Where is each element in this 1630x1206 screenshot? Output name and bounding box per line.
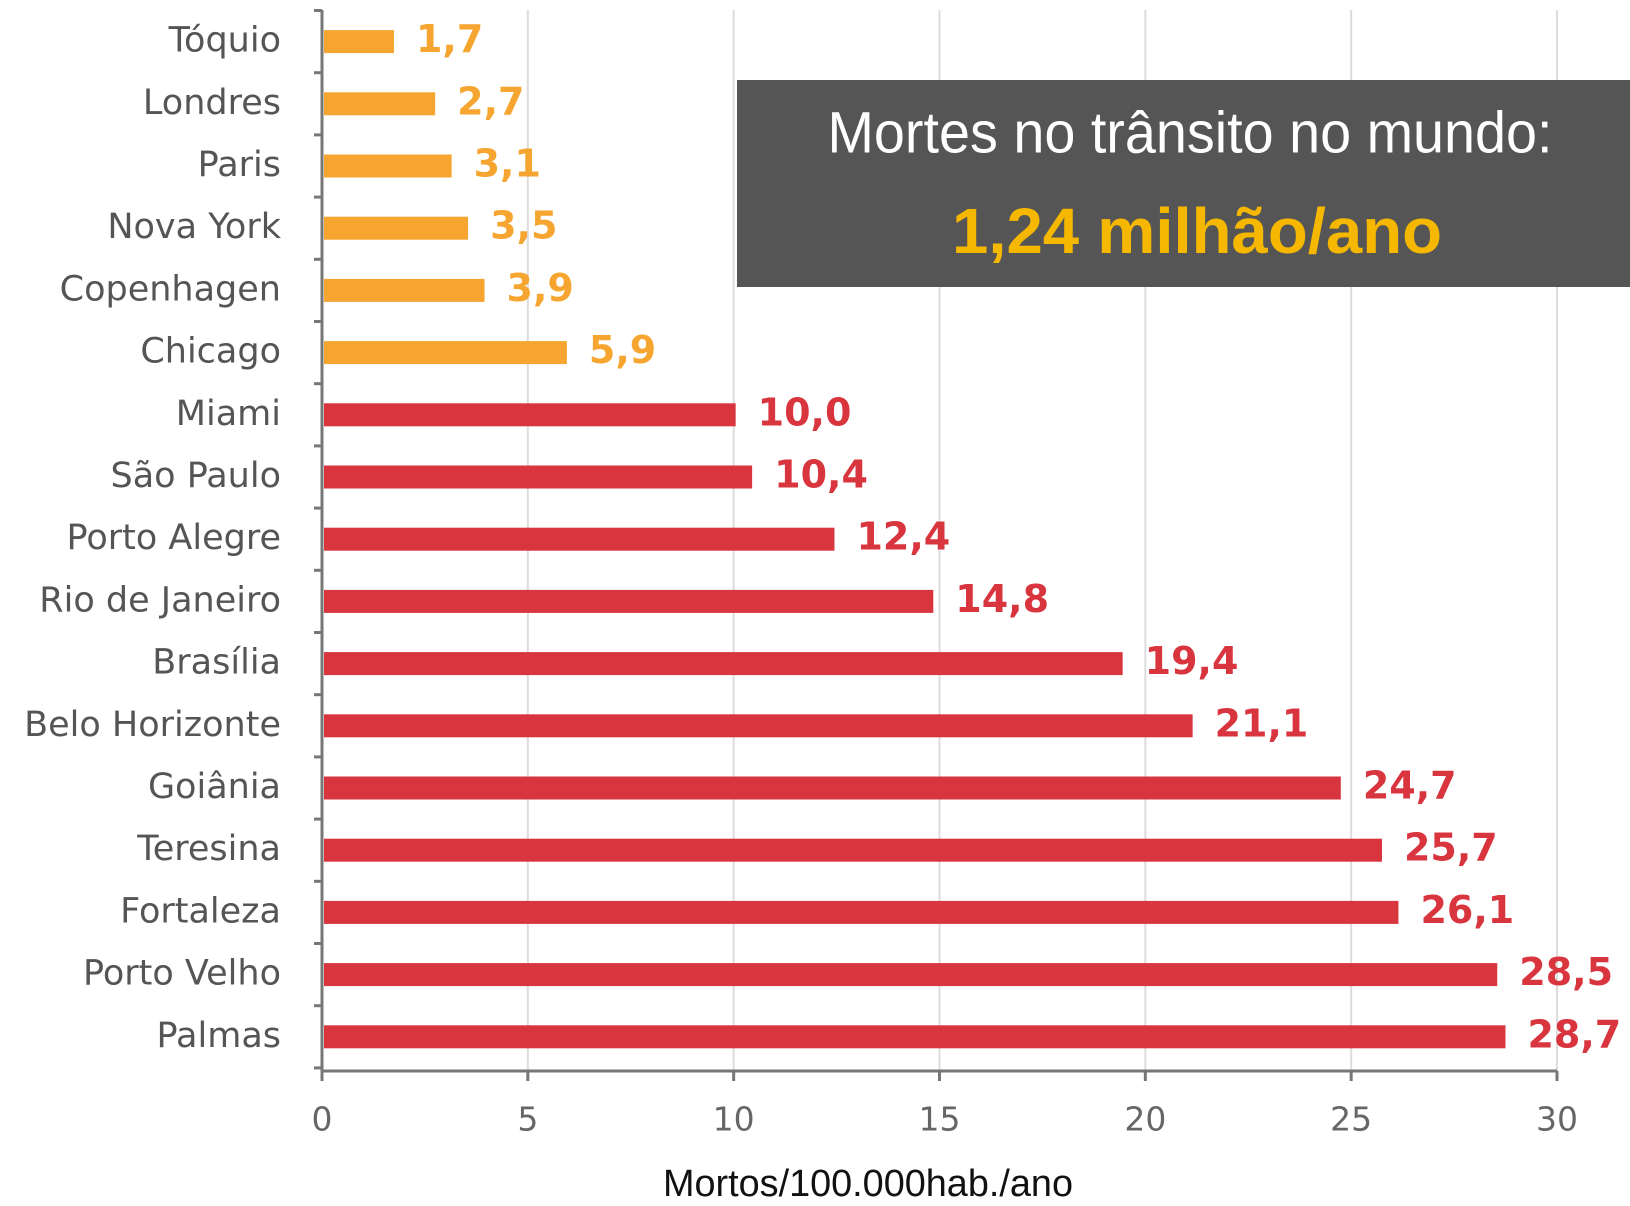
y-tick-label: Tóquio xyxy=(168,21,281,61)
value-label: 24,7 xyxy=(1363,764,1457,808)
y-tick-label: Belo Horizonte xyxy=(24,705,281,745)
value-label: 3,9 xyxy=(507,266,574,310)
value-label: 28,7 xyxy=(1527,1012,1621,1056)
y-tick-label: Nova York xyxy=(107,207,281,247)
value-label: 14,8 xyxy=(955,577,1049,621)
x-axis-label: Mortos/100.000hab./ano xyxy=(663,1163,1073,1205)
value-label: 12,4 xyxy=(856,515,950,559)
value-label: 1,7 xyxy=(416,17,483,61)
value-label: 10,4 xyxy=(774,453,868,497)
value-label: 3,5 xyxy=(490,204,557,248)
value-label: 25,7 xyxy=(1404,826,1498,870)
bar xyxy=(324,963,1498,987)
value-label: 28,5 xyxy=(1519,950,1613,994)
y-tick-label: Fortaleza xyxy=(120,891,281,931)
bar xyxy=(324,527,835,551)
y-tick-label: Goiânia xyxy=(148,767,281,807)
bar xyxy=(324,652,1123,676)
bar xyxy=(324,838,1382,862)
y-tick-label: Teresina xyxy=(136,829,281,869)
annotation-value: 1,24 milhão/ano xyxy=(952,195,1442,267)
value-label: 21,1 xyxy=(1215,701,1309,745)
x-tick-label: 5 xyxy=(517,1100,538,1139)
value-label: 19,4 xyxy=(1145,639,1239,683)
value-label: 3,1 xyxy=(474,142,541,186)
bar xyxy=(324,1025,1506,1049)
x-tick-label: 25 xyxy=(1330,1100,1372,1139)
bar xyxy=(324,278,485,302)
value-label: 10,0 xyxy=(758,390,852,434)
y-tick-label: Chicago xyxy=(140,332,281,372)
bar xyxy=(324,589,934,613)
y-tick-label: Porto Velho xyxy=(83,954,281,994)
x-tick-label: 10 xyxy=(713,1100,755,1139)
bar xyxy=(324,776,1341,800)
annotation-title: Mortes no trânsito no mundo: xyxy=(828,100,1553,165)
y-tick-label: Rio de Janeiro xyxy=(39,580,281,620)
annotation-box xyxy=(737,80,1630,287)
bar xyxy=(324,714,1193,738)
y-tick-label: Copenhagen xyxy=(60,269,281,309)
y-tick-label: São Paulo xyxy=(110,456,281,496)
x-tick-label: 0 xyxy=(312,1100,333,1139)
y-tick-label: Londres xyxy=(143,83,281,123)
x-tick-label: 20 xyxy=(1124,1100,1166,1139)
y-tick-label: Porto Alegre xyxy=(67,518,282,558)
bar xyxy=(324,900,1399,924)
bar xyxy=(324,154,452,178)
y-tick-label: Brasília xyxy=(152,643,281,683)
value-label: 5,9 xyxy=(589,328,656,372)
y-tick-label: Miami xyxy=(176,394,281,434)
y-tick-label: Paris xyxy=(198,145,281,185)
y-tick-label: Palmas xyxy=(157,1016,281,1056)
value-label: 2,7 xyxy=(457,79,524,123)
bar xyxy=(324,403,736,427)
bar xyxy=(324,30,394,54)
bar xyxy=(324,341,567,365)
bar xyxy=(324,216,469,240)
x-tick-label: 30 xyxy=(1536,1100,1578,1139)
value-label: 26,1 xyxy=(1420,888,1514,932)
bar xyxy=(324,465,753,489)
bar xyxy=(324,92,436,116)
x-tick-label: 15 xyxy=(919,1100,961,1139)
